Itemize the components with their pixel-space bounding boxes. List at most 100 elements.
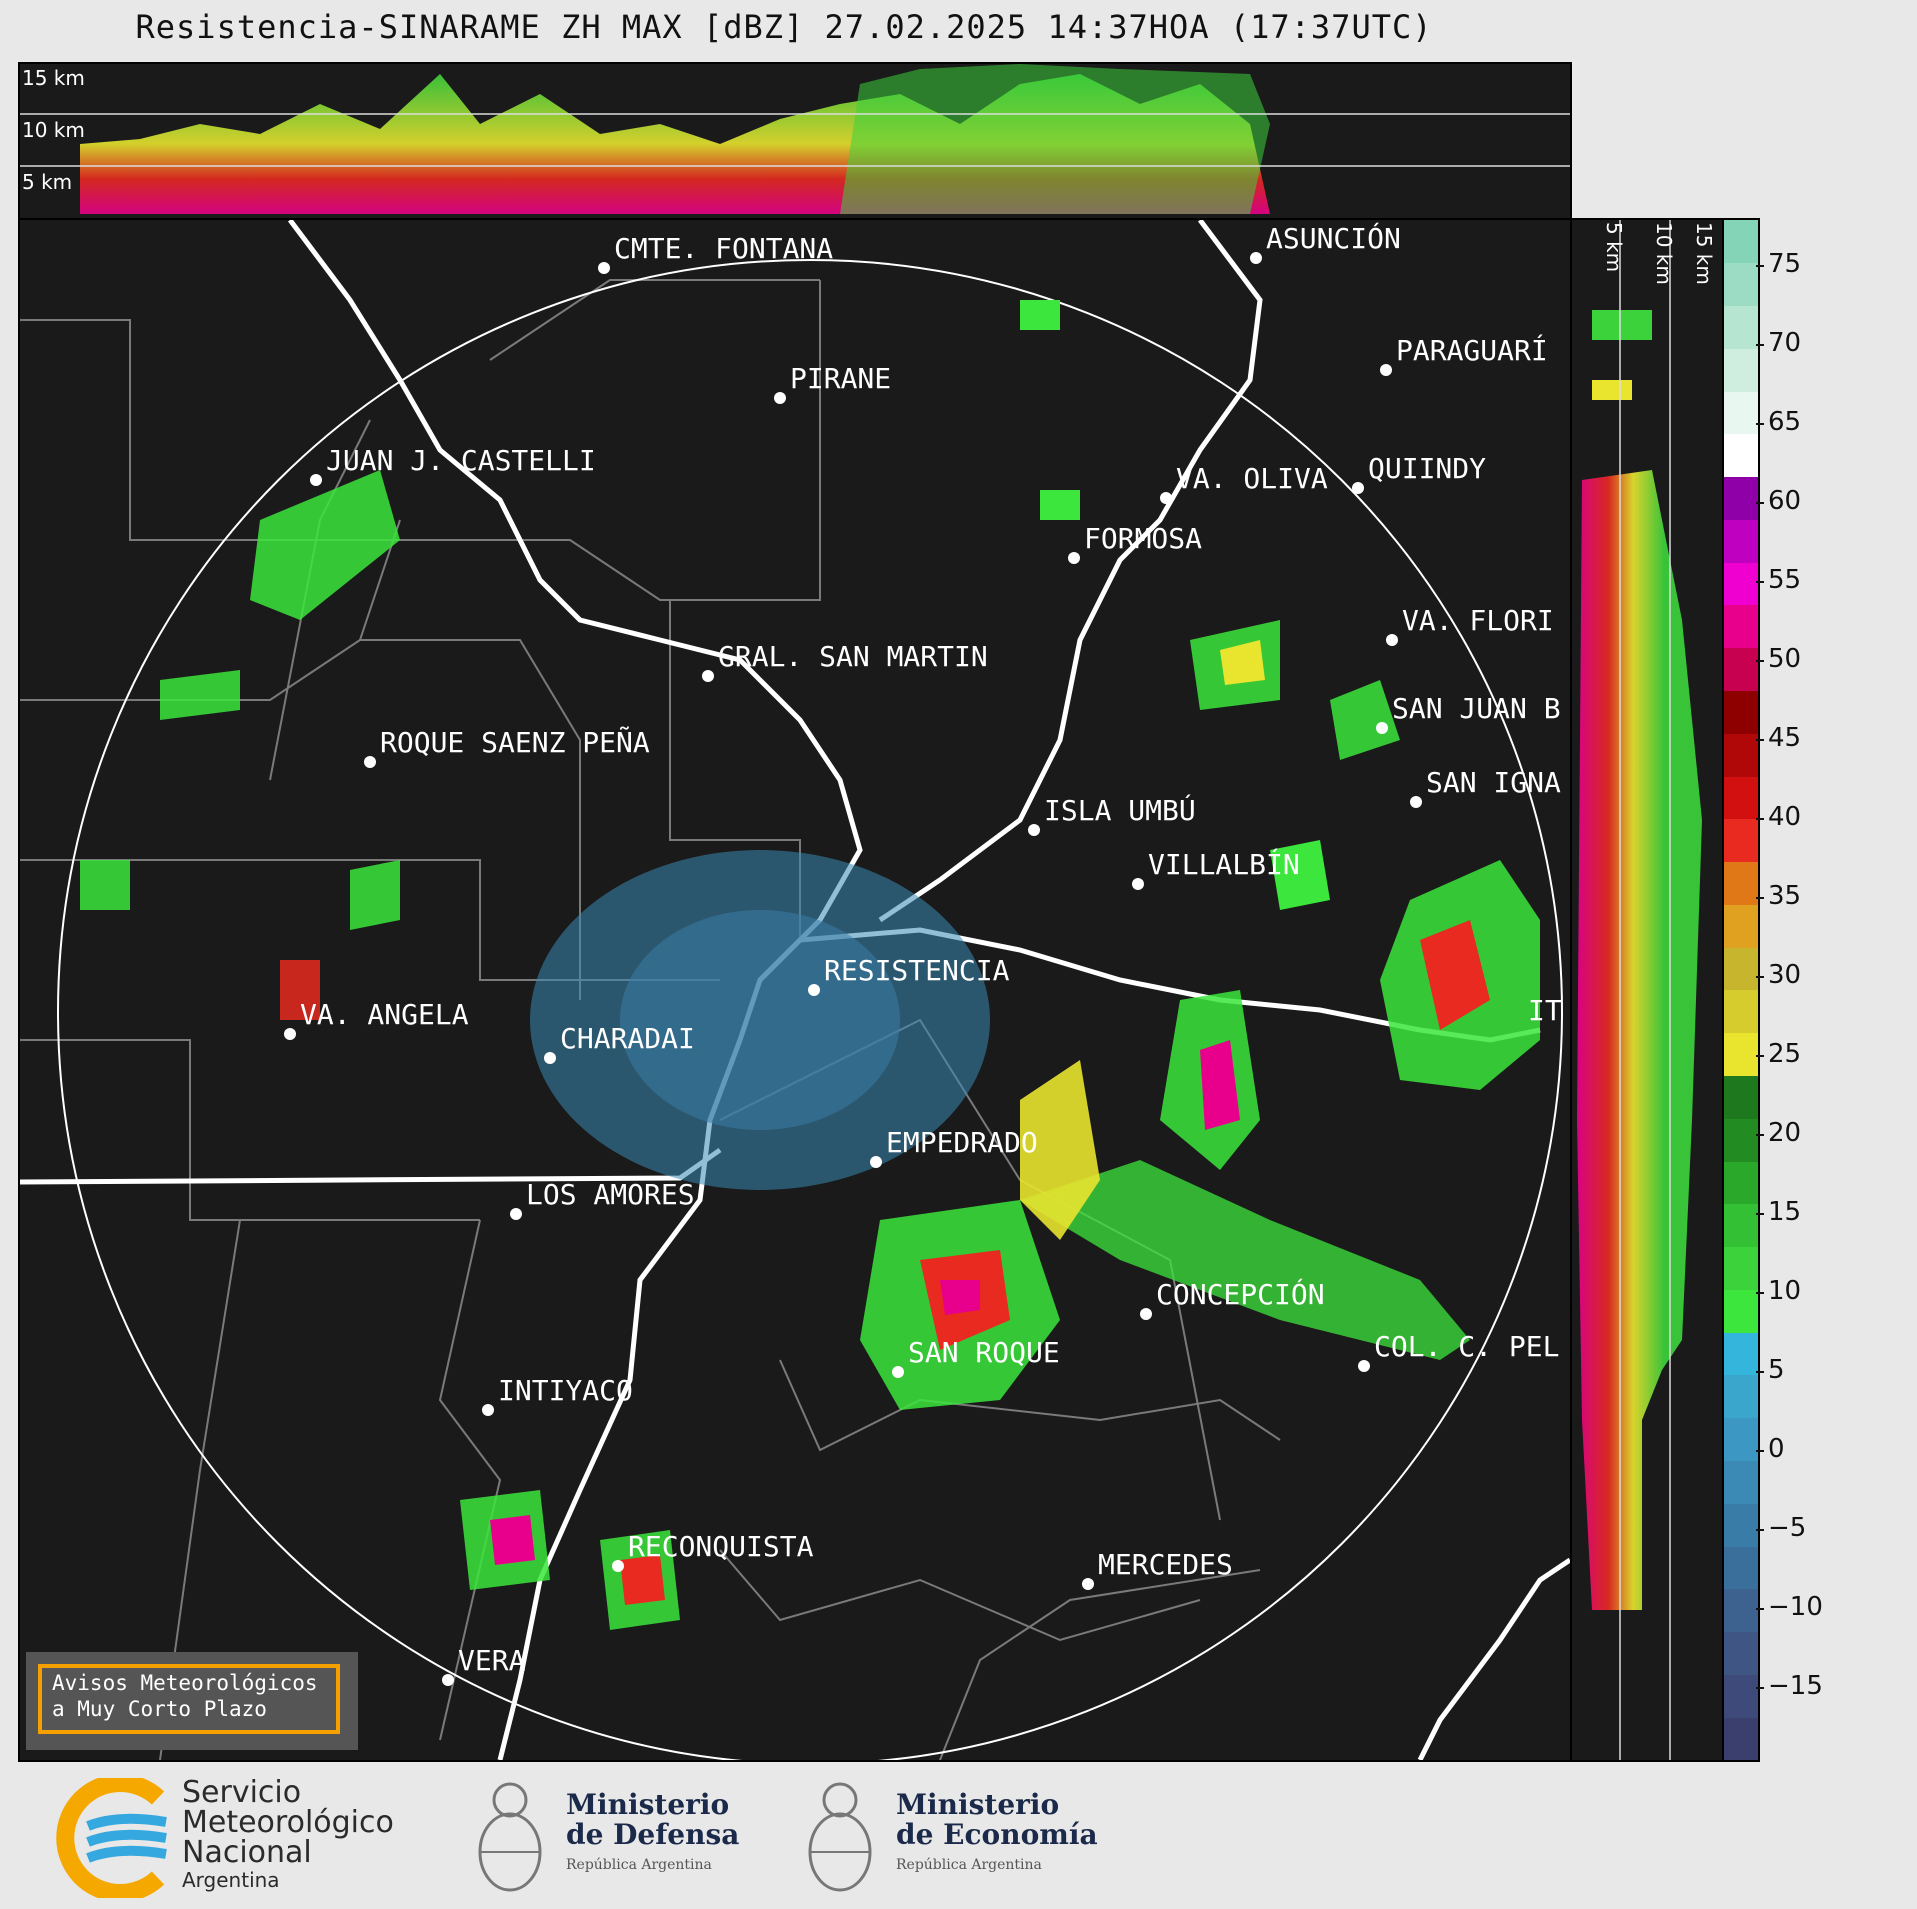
colorbar-tick [1756,1607,1764,1610]
map-canvas: CMTE. FONTANA ASUNCIÓN PIRANE PARAGUARÍ … [20,220,1570,1760]
colorbar-tick-label: 55 [1768,565,1802,596]
top-label-10km: 10 km [22,118,85,142]
city-label: LOS AMORES [526,1178,695,1211]
colorbar-segment [1724,904,1758,948]
city-label: ISLA UMBÚ [1044,793,1196,827]
colorbar-tick-label: 0 [1768,1434,1785,1464]
colorbar-tick-label: 15 [1768,1197,1802,1228]
city-label: RESISTENCIA [824,954,1010,987]
colorbar-segment [1724,1289,1758,1333]
city-label: SAN IGNA [1426,766,1561,799]
range-ring [57,259,1563,1760]
colorbar-tick-label: 25 [1768,1039,1802,1070]
city-label: VILLALBÍN [1148,847,1300,881]
warning-line-2: a Muy Corto Plazo [52,1697,267,1721]
city-label: MERCEDES [1098,1548,1233,1581]
city-label: VA. ANGELA [300,998,469,1031]
colorbar-segment [1724,690,1758,734]
colorbar-segment [1724,1631,1758,1675]
colorbar-tick [1756,739,1764,742]
city-label: EMPEDRADO [886,1126,1038,1159]
top-section-echoes [20,64,1570,214]
economia-line-3: República Argentina [896,1857,1042,1873]
city-label: VERA [458,1644,526,1677]
coat-of-arms-icon [478,1782,542,1892]
warning-box[interactable]: Avisos Meteorológicos a Muy Corto Plazo [26,1652,358,1750]
city-label: VA. OLIVA [1176,462,1328,495]
radar-map[interactable]: CMTE. FONTANA ASUNCIÓN PIRANE PARAGUARÍ … [18,218,1572,1762]
colorbar-tick-label: 35 [1768,881,1802,912]
city-label: ROQUE SAENZ PEÑA [380,725,650,759]
colorbar-segment [1724,647,1758,692]
colorbar-segment [1724,733,1758,777]
colorbar-segment [1724,391,1758,435]
city-label: INTIYACO [498,1374,633,1407]
top-cross-section: 15 km 10 km 5 km [18,62,1572,220]
colorbar-tick-label: −10 [1768,1591,1823,1622]
colorbar-segment [1724,605,1758,649]
colorbar-tick [1756,1213,1764,1216]
colorbar-tick [1756,344,1764,347]
right-label-15km: 15 km [1692,222,1716,285]
colorbar-tick [1756,976,1764,979]
colorbar-tick [1756,1371,1764,1374]
colorbar-segment [1724,476,1758,520]
colorbar-tick [1756,897,1764,900]
city-label: IT [1528,994,1562,1027]
colorbar-tick-label: −15 [1768,1670,1823,1701]
smn-name-line-1: Servicio [182,1775,302,1810]
colorbar-tick [1756,1134,1764,1137]
colorbar-tick-label: 50 [1768,644,1802,675]
colorbar-segment [1724,818,1758,863]
colorbar-tick-label: 40 [1768,802,1802,833]
right-cross-section: 5 km 10 km 15 km [1570,218,1724,1762]
top-label-15km: 15 km [22,66,85,90]
city-label: COL. C. PEL [1374,1330,1559,1363]
page-title: Resistencia-SINARAME ZH MAX [dBZ] 27.02.… [135,8,1433,46]
colorbar-tick-label: 10 [1768,1276,1802,1307]
colorbar-tick [1756,265,1764,268]
colorbar-segment [1724,1332,1758,1376]
ground-clutter-core [620,910,900,1130]
colorbar-segment [1724,562,1758,606]
colorbar-tick-label: 5 [1768,1355,1785,1386]
city-label: CONCEPCIÓN [1156,1277,1325,1311]
colorbar-tick [1756,1055,1764,1058]
colorbar-tick [1756,660,1764,663]
uruguay-river [1417,1557,1570,1760]
colorbar-tick [1756,1528,1764,1531]
colorbar-segment [1724,262,1758,307]
colorbar-segment [1724,519,1758,563]
colorbar-segment [1724,1118,1758,1162]
defensa-line-1: Ministerio [566,1788,730,1821]
precipitation-echoes [80,300,1540,1630]
colorbar-segment [1724,305,1758,349]
colorbar-tick [1756,1292,1764,1295]
colorbar-tick [1756,1450,1764,1452]
colorbar-segment [1724,1375,1758,1419]
colorbar-segment [1724,990,1758,1034]
colorbar-segment [1724,1717,1758,1761]
warning-box-inner[interactable]: Avisos Meteorológicos a Muy Corto Plazo [38,1664,340,1734]
colorbar-tick-label: −5 [1768,1512,1807,1543]
colorbar-segment [1724,776,1758,820]
right-label-10km: 10 km [1652,222,1676,285]
coat-of-arms-icon [808,1782,872,1892]
colorbar-segment [1724,947,1758,991]
paraguay-parana-river [288,220,863,1760]
colorbar-tick [1756,502,1764,505]
city-label: FORMOSA [1084,522,1202,555]
colorbar-segment [1724,1588,1758,1633]
colorbar [1722,218,1760,1762]
colorbar-tick-label: 75 [1768,249,1802,280]
economia-line-1: Ministerio [896,1788,1060,1821]
colorbar-segment [1724,1417,1758,1462]
city-label: VA. FLORI [1402,604,1554,637]
defensa-line-2: de Defensa [566,1818,740,1851]
right-section-echoes [1577,220,1702,1760]
colorbar-tick-label: 30 [1768,960,1802,991]
colorbar-segment [1724,1032,1758,1077]
colorbar-segment [1724,1161,1758,1205]
right-label-5km: 5 km [1602,222,1626,273]
colorbar-tick-label: 20 [1768,1118,1802,1149]
